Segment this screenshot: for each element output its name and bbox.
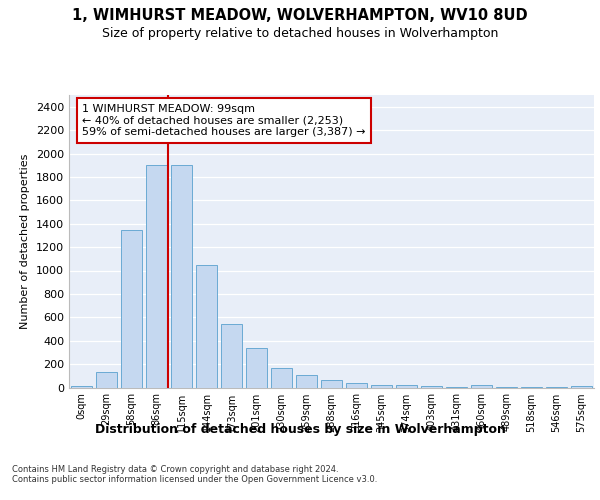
Bar bbox=[171, 165, 192, 388]
Bar bbox=[421, 386, 442, 388]
Bar bbox=[546, 387, 567, 388]
Bar bbox=[496, 387, 517, 388]
Bar bbox=[196, 264, 217, 388]
Bar bbox=[271, 368, 292, 388]
Bar bbox=[71, 386, 92, 388]
Bar bbox=[521, 387, 542, 388]
Bar bbox=[571, 386, 592, 388]
Bar bbox=[296, 374, 317, 388]
Bar bbox=[121, 230, 142, 388]
Bar bbox=[146, 165, 167, 388]
Bar bbox=[96, 372, 117, 388]
Bar bbox=[221, 324, 242, 388]
Bar bbox=[346, 384, 367, 388]
Text: Size of property relative to detached houses in Wolverhampton: Size of property relative to detached ho… bbox=[102, 28, 498, 40]
Bar bbox=[246, 348, 267, 388]
Text: Contains HM Land Registry data © Crown copyright and database right 2024.
Contai: Contains HM Land Registry data © Crown c… bbox=[12, 465, 377, 484]
Bar bbox=[446, 387, 467, 388]
Bar bbox=[371, 384, 392, 388]
Text: 1, WIMHURST MEADOW, WOLVERHAMPTON, WV10 8UD: 1, WIMHURST MEADOW, WOLVERHAMPTON, WV10 … bbox=[72, 8, 528, 22]
Bar bbox=[396, 385, 417, 388]
Bar bbox=[321, 380, 342, 388]
Bar bbox=[471, 384, 492, 388]
Text: 1 WIMHURST MEADOW: 99sqm
← 40% of detached houses are smaller (2,253)
59% of sem: 1 WIMHURST MEADOW: 99sqm ← 40% of detach… bbox=[82, 104, 365, 137]
Y-axis label: Number of detached properties: Number of detached properties bbox=[20, 154, 31, 329]
Text: Distribution of detached houses by size in Wolverhampton: Distribution of detached houses by size … bbox=[95, 422, 505, 436]
